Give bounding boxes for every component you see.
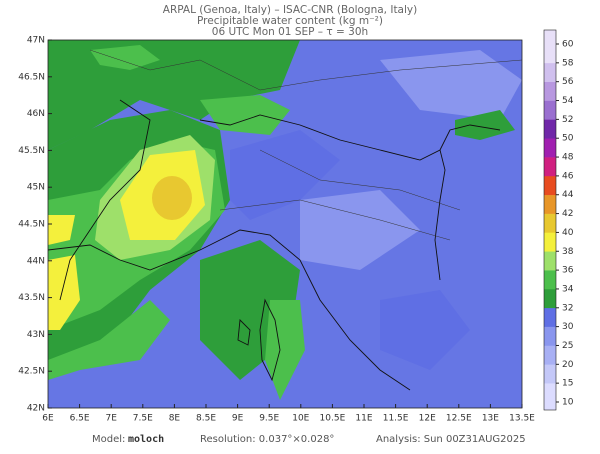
colorbar-label: 34: [562, 284, 574, 294]
colorbar-label: 15: [562, 379, 573, 389]
colorbar-segment: [544, 383, 556, 403]
lat-label: 45.5N: [18, 146, 45, 156]
lon-label: 9E: [232, 414, 244, 424]
lon-label: 7E: [105, 414, 117, 424]
colorbar-label: 52: [562, 115, 573, 125]
footer-analysis: Analysis: Sun 00Z31AUG2025: [376, 434, 526, 445]
colorbar-label: 32: [562, 303, 573, 313]
colorbar-segment: [544, 270, 556, 290]
header-line: 06 UTC Mon 01 SEP – τ = 30h: [212, 26, 368, 38]
colorbar-label: 20: [562, 360, 574, 370]
colorbar-segment: [544, 119, 556, 139]
colorbar-segment: [544, 307, 556, 327]
lon-label: 8E: [169, 414, 181, 424]
colorbar-segment: [544, 175, 556, 196]
colorbar-segment: [544, 232, 556, 252]
colorbar-label: 40: [562, 228, 574, 238]
lon-label: 6E: [42, 414, 54, 424]
colorbar-segment: [544, 326, 556, 346]
lat-label: 44N: [27, 256, 45, 266]
colorbar-label: 36: [562, 266, 574, 276]
header-line: Precipitable water content (kg m⁻²): [197, 15, 383, 27]
lat-label: 42N: [27, 404, 45, 414]
colorbar-label: 58: [562, 58, 574, 68]
colorbar-segment: [544, 364, 556, 384]
lat-label: 46.5N: [18, 72, 45, 82]
lon-label: 11.5E: [383, 414, 409, 424]
colorbar-frame: [543, 29, 557, 411]
header-line: ARPAL (Genoa, Italy) – ISAC-CNR (Bologna…: [163, 4, 417, 16]
colorbar-segment: [544, 138, 556, 158]
colorbar-segment: [544, 157, 556, 177]
lon-label: 13.5E: [509, 414, 535, 424]
colorbar-segment: [544, 194, 556, 214]
colorbar-label: 38: [562, 247, 574, 257]
lat-label: 45N: [27, 183, 45, 193]
colorbar-segment: [544, 100, 556, 120]
footer-resolution: Resolution: 0.037°×0.028°: [200, 434, 334, 445]
lat-label: 42.5N: [18, 367, 45, 377]
colorbar-label: 60: [562, 40, 574, 50]
lat-label: 43.5N: [18, 293, 45, 303]
colorbar-segment: [544, 62, 556, 82]
lon-label: 12E: [419, 414, 436, 424]
colorbar-label: 48: [562, 153, 574, 163]
colorbar-label: 10: [562, 398, 574, 408]
colorbar-label: 25: [562, 341, 573, 351]
colorbar-label: 44: [562, 190, 574, 200]
lat-label: 46N: [27, 109, 45, 119]
lon-label: 9.5E: [259, 414, 279, 424]
footer-model: moloch: [128, 434, 164, 445]
colorbar-label: 50: [562, 134, 574, 144]
lat-label: 44.5N: [18, 220, 45, 230]
colorbar-label: 56: [562, 77, 574, 87]
lat-label: 43N: [27, 330, 45, 340]
lon-label: 10E: [292, 414, 309, 424]
colorbar-label: 42: [562, 209, 573, 219]
lon-label: 12.5E: [446, 414, 472, 424]
footer-model-label: Model:: [92, 434, 125, 445]
colorbar-label: 46: [562, 171, 574, 181]
colorbar-segment: [544, 213, 556, 233]
colorbar-segment: [544, 345, 556, 365]
lon-label: 11E: [355, 414, 372, 424]
map-field: [48, 40, 522, 408]
colorbar: 10 15 20 25 30 32 34 36 38 40 42 44 46 48 50 52 54 56 58 60: [543, 29, 574, 411]
colorbar-cap: [544, 402, 556, 410]
colorbar-cap: [544, 30, 556, 44]
lon-label: 10.5E: [320, 414, 346, 424]
colorbar-label: 54: [562, 96, 574, 106]
colorbar-segment: [544, 81, 556, 101]
lon-label: 6.5E: [70, 414, 90, 424]
lon-label: 8.5E: [196, 414, 216, 424]
lon-label: 13E: [482, 414, 499, 424]
lon-label: 7.5E: [133, 414, 153, 424]
lat-label: 47N: [27, 36, 45, 46]
colorbar-segment: [544, 288, 556, 309]
colorbar-segment: [544, 44, 556, 64]
colorbar-label: 30: [562, 322, 574, 332]
colorbar-segment: [544, 251, 556, 271]
